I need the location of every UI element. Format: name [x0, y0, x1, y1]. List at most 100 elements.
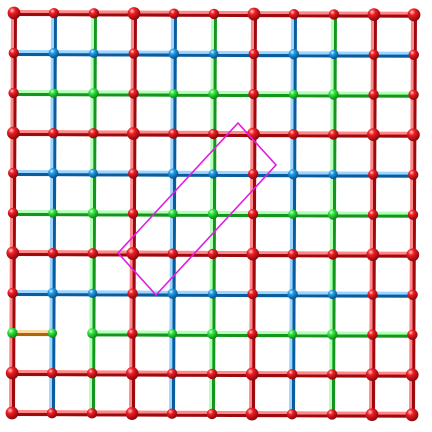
lattice-atom — [327, 289, 338, 300]
lattice-atom — [247, 328, 258, 340]
lattice-atom — [408, 89, 419, 101]
lattice-atom — [328, 9, 340, 20]
lattice-atom — [167, 329, 178, 339]
lattice-atom — [367, 8, 381, 22]
lattice-atom — [8, 167, 19, 179]
lattice-atoms — [5, 6, 421, 422]
lattice-atom — [126, 247, 140, 260]
lattice-atom — [87, 208, 99, 219]
lattice-atom — [127, 328, 138, 339]
lattice-atom — [288, 209, 298, 219]
lattice-atom — [245, 367, 259, 381]
lattice-atom — [365, 368, 379, 382]
lattice-atom — [87, 368, 98, 379]
lattice-atom — [287, 329, 298, 339]
lattice-atom — [288, 89, 299, 99]
lattice-atom — [208, 169, 218, 179]
lattice-atom — [168, 168, 179, 179]
lattice-atom — [87, 288, 98, 299]
lattice-atom — [168, 8, 180, 19]
lattice-atom — [286, 409, 298, 420]
lattice-atom — [407, 8, 421, 22]
lattice-atom — [47, 287, 58, 299]
lattice-atom — [406, 248, 420, 262]
lattice-atom — [207, 248, 218, 260]
lattice-atom — [88, 128, 99, 139]
lattice-atom — [7, 6, 21, 20]
lattice-atom — [5, 366, 19, 380]
lattice-atom — [207, 289, 218, 299]
lattice-atom — [88, 88, 99, 99]
lattice-atom — [407, 329, 418, 340]
lattice-atom — [367, 128, 380, 142]
lattice-atom — [168, 48, 179, 59]
lattice-atom — [127, 7, 141, 20]
lattice-atom — [167, 248, 178, 259]
lattice-atom — [365, 408, 379, 422]
lattice-atom — [408, 169, 419, 180]
lattice-atom — [288, 49, 299, 60]
lattice-atom — [88, 168, 98, 179]
lattice-atom — [407, 209, 419, 220]
lattice-atom — [128, 48, 139, 59]
lattice-atom — [368, 89, 379, 100]
lattice-atom — [48, 167, 59, 179]
lattice-atom — [366, 248, 380, 262]
lattice-atom — [46, 407, 58, 419]
lattice-atom — [248, 48, 259, 60]
lattice-atom — [288, 9, 300, 20]
lattice-atom — [86, 408, 98, 419]
lattice-atom — [48, 7, 60, 19]
lattice-atom — [208, 8, 220, 20]
lattice-atom — [327, 249, 338, 260]
lattice-atom — [167, 368, 178, 379]
lattice-atom — [47, 367, 58, 379]
lattice-atom — [7, 327, 18, 339]
lattice-atom — [407, 289, 418, 300]
lattice-atom — [208, 88, 219, 100]
lattice-atom — [328, 169, 338, 180]
lattice-atom — [87, 328, 98, 339]
lattice-atom — [287, 289, 298, 300]
lattice-atom — [167, 288, 178, 299]
lattice-atom — [328, 129, 339, 140]
selection-highlight — [116, 121, 278, 297]
lattice-atom — [168, 89, 179, 99]
lattice-atom — [327, 329, 338, 340]
lattice-atom — [8, 87, 19, 99]
lattice-atom — [7, 287, 18, 299]
horizontal-bonds — [9, 10, 417, 418]
lattice-atom — [327, 209, 339, 220]
lattice-atom — [367, 209, 379, 220]
lattice-atom — [8, 47, 19, 59]
lattice-atom — [209, 49, 219, 59]
lattice-atom — [207, 328, 218, 340]
lattice-atom — [125, 407, 139, 420]
lattice-atom — [248, 88, 259, 100]
lattice-atom — [408, 49, 419, 60]
vertical-bonds — [9, 10, 417, 418]
lattice-atom — [368, 169, 379, 180]
lattice-atom — [247, 288, 258, 300]
lattice-atom — [126, 127, 140, 140]
lattice-atom — [367, 289, 378, 300]
lattice-atom — [208, 128, 219, 140]
lattice-atom — [7, 207, 19, 219]
lattice-atom — [128, 168, 139, 179]
lattice-atom — [405, 368, 419, 382]
lattice-atom — [88, 8, 100, 19]
lattice-atom — [287, 369, 298, 380]
lattice-atom — [368, 49, 379, 60]
lattice-atom — [246, 247, 260, 261]
lattice-atom — [47, 328, 58, 338]
lattice-atom — [327, 369, 338, 380]
lattice-atom — [326, 409, 338, 420]
lattice-atom — [407, 128, 420, 142]
lattice-atom — [168, 128, 179, 139]
lattice-atom — [287, 249, 298, 260]
lattice-atom — [127, 208, 139, 219]
lattice-atom — [48, 47, 59, 59]
lattice-atom — [168, 209, 178, 219]
lattice-atom — [166, 408, 178, 419]
